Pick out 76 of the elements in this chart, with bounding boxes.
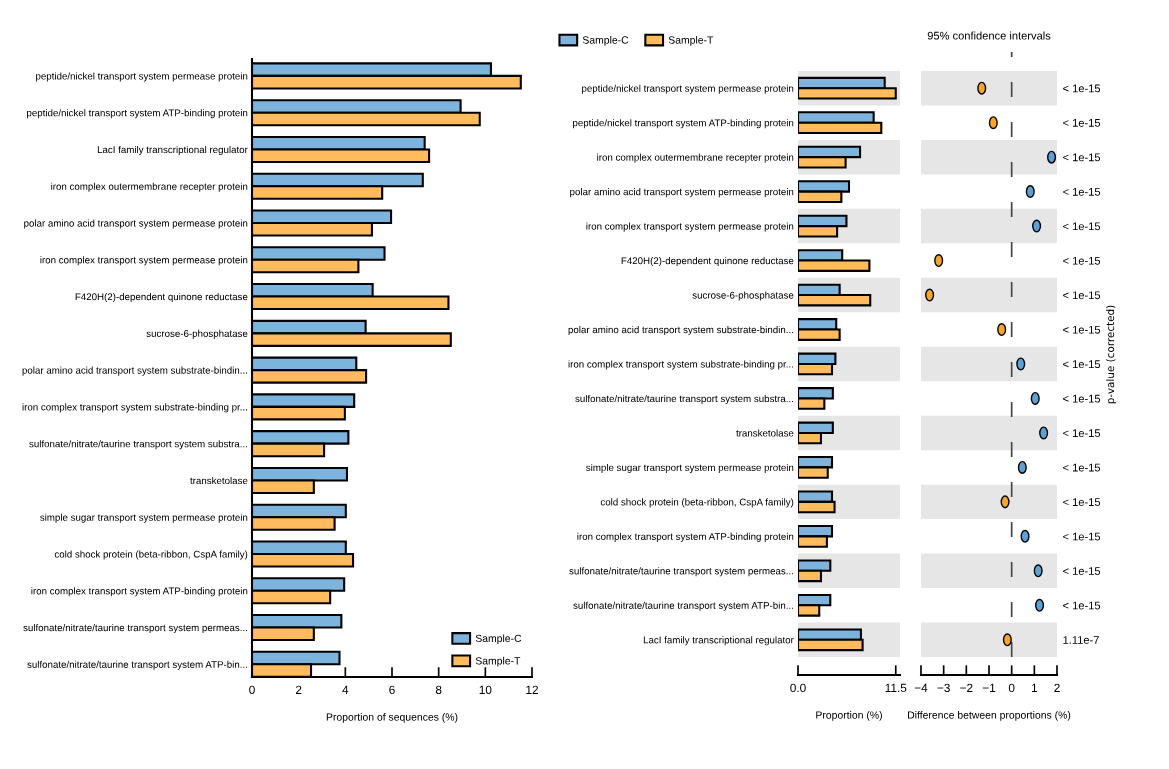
y2-tick-label: < 1e-15 bbox=[1063, 256, 1101, 265]
y-tick-label: iron complex outermembrane recepter protein bbox=[597, 153, 794, 163]
y-tick-label: polar amino acid transport system permease protein bbox=[24, 219, 248, 229]
y-tick-label: peptide/nickel transport system ATP-binding protein bbox=[27, 109, 248, 119]
y-tick-label: F420H(2)-dependent quinone reductase bbox=[75, 293, 248, 303]
y-tick-label: peptide/nickel transport system permease protein bbox=[36, 72, 248, 82]
x-tick-label: −4 bbox=[914, 683, 928, 692]
x-axis-title: Proportion of sequences (%) bbox=[326, 713, 458, 723]
y-tick-label: LacI family transcriptional regulator bbox=[97, 145, 248, 156]
x-tick-label: 4 bbox=[342, 685, 349, 694]
y2-tick-label: < 1e-15 bbox=[1063, 394, 1101, 403]
y2-tick-label: 1.11e-7 bbox=[1063, 636, 1099, 644]
y2-tick-label: < 1e-15 bbox=[1063, 153, 1101, 162]
y-tick-label: simple sugar transport system permease protein bbox=[40, 513, 248, 523]
y-tick-label: iron complex transport system permease protein bbox=[40, 256, 248, 266]
y2-tick-label: < 1e-15 bbox=[1063, 188, 1101, 196]
y-tick-label: peptide/nickel transport system permease protein bbox=[582, 84, 794, 94]
y2-tick-label: < 1e-15 bbox=[1063, 119, 1101, 127]
x-tick-label: 1 bbox=[1031, 683, 1038, 692]
y-tick-label: transketolase bbox=[736, 429, 794, 437]
y2-tick-label: < 1e-15 bbox=[1063, 360, 1101, 369]
y-tick-label: cold shock protein (beta-ribbon, CspA family) bbox=[54, 550, 248, 560]
x-tick-label: 2 bbox=[295, 685, 302, 694]
x-tick-label: 0 bbox=[249, 685, 255, 694]
x-tick-label: 2 bbox=[1054, 683, 1060, 692]
y-tick-label: iron complex transport system permease protein bbox=[586, 222, 794, 232]
y-tick-label: LacI family transcriptional regulator bbox=[643, 636, 794, 646]
y-tick-label: polar amino acid transport system substrate-bindin... bbox=[568, 325, 793, 336]
legend-label: Sample-T bbox=[668, 36, 714, 46]
legend-label: Sample-C bbox=[475, 634, 522, 645]
y-tick-label: iron complex outermembrane recepter protein bbox=[51, 182, 248, 192]
y-tick-label: iron complex transport system ATP-binding protein bbox=[577, 532, 794, 542]
y-tick-label: peptide/nickel transport system ATP-binding protein bbox=[573, 119, 794, 129]
x-axis-title: Difference between proportions (%) bbox=[908, 711, 1071, 721]
y2-tick-label: < 1e-15 bbox=[1063, 84, 1101, 93]
y2-tick-label: < 1e-15 bbox=[1063, 601, 1101, 610]
y-tick-label: iron complex transport system substrate-binding pr... bbox=[22, 403, 247, 413]
y2-tick-label: < 1e-15 bbox=[1063, 429, 1101, 438]
x-tick-label: −2 bbox=[960, 683, 973, 692]
y-tick-label: sucrose-6-phosphatase bbox=[692, 291, 794, 301]
x-tick-label: 0.0 bbox=[790, 683, 806, 693]
x-tick-label: −1 bbox=[982, 683, 996, 692]
y-tick-label: sulfonate/nitrate/taurine transport system substra... bbox=[29, 440, 247, 450]
x-axis-title: Proportion (%) bbox=[816, 711, 882, 721]
y2-axis-title: p-value (corrected) bbox=[1106, 305, 1117, 404]
y-tick-label: transketolase bbox=[190, 476, 248, 485]
y-tick-label: iron complex transport system substrate-binding pr... bbox=[568, 360, 793, 370]
y-tick-label: polar amino acid transport system permease protein bbox=[570, 188, 794, 198]
y2-tick-label: < 1e-15 bbox=[1063, 463, 1101, 472]
y2-tick-label: < 1e-15 bbox=[1063, 567, 1101, 575]
y2-tick-label: < 1e-15 bbox=[1063, 532, 1101, 541]
x-tick-label: 12 bbox=[526, 685, 538, 694]
y2-tick-label: < 1e-15 bbox=[1063, 291, 1101, 300]
y2-tick-label: < 1e-15 bbox=[1063, 222, 1101, 231]
y-tick-label: sulfonate/nitrate/taurine transport system permeas... bbox=[569, 567, 793, 577]
x-tick-label: 11.5 bbox=[885, 683, 907, 693]
x-tick-label: 8 bbox=[435, 685, 442, 694]
y-tick-label: iron complex transport system ATP-binding protein bbox=[31, 587, 248, 597]
y-tick-label: sulfonate/nitrate/taurine transport system substra... bbox=[575, 394, 793, 404]
x-tick-label: 0 bbox=[1008, 683, 1015, 693]
y-tick-label: sulfonate/nitrate/taurine transport system ATP-bin... bbox=[27, 660, 247, 670]
y2-tick-label: < 1e-15 bbox=[1063, 498, 1101, 507]
y-tick-label: sulfonate/nitrate/taurine transport system ATP-bin... bbox=[573, 601, 793, 611]
y-tick-label: polar amino acid transport system substrate-bindin... bbox=[22, 366, 247, 376]
y-tick-label: sucrose-6-phosphatase bbox=[146, 329, 248, 339]
y2-tick-label: < 1e-15 bbox=[1063, 325, 1101, 334]
x-tick-label: 6 bbox=[389, 685, 395, 694]
legend-label: Sample-C bbox=[582, 36, 629, 46]
y-tick-label: simple sugar transport system permease protein bbox=[586, 463, 794, 473]
legend-label: Sample-T bbox=[475, 656, 521, 667]
y-tick-label: F420H(2)-dependent quinone reductase bbox=[621, 257, 794, 267]
y-tick-label: cold shock protein (beta-ribbon, CspA family) bbox=[600, 498, 794, 508]
chart-title: 95% confidence intervals bbox=[927, 31, 1051, 40]
x-tick-label: 10 bbox=[479, 685, 492, 694]
x-tick-label: −3 bbox=[937, 683, 950, 693]
y-tick-label: sulfonate/nitrate/taurine transport system permeas... bbox=[23, 624, 247, 634]
